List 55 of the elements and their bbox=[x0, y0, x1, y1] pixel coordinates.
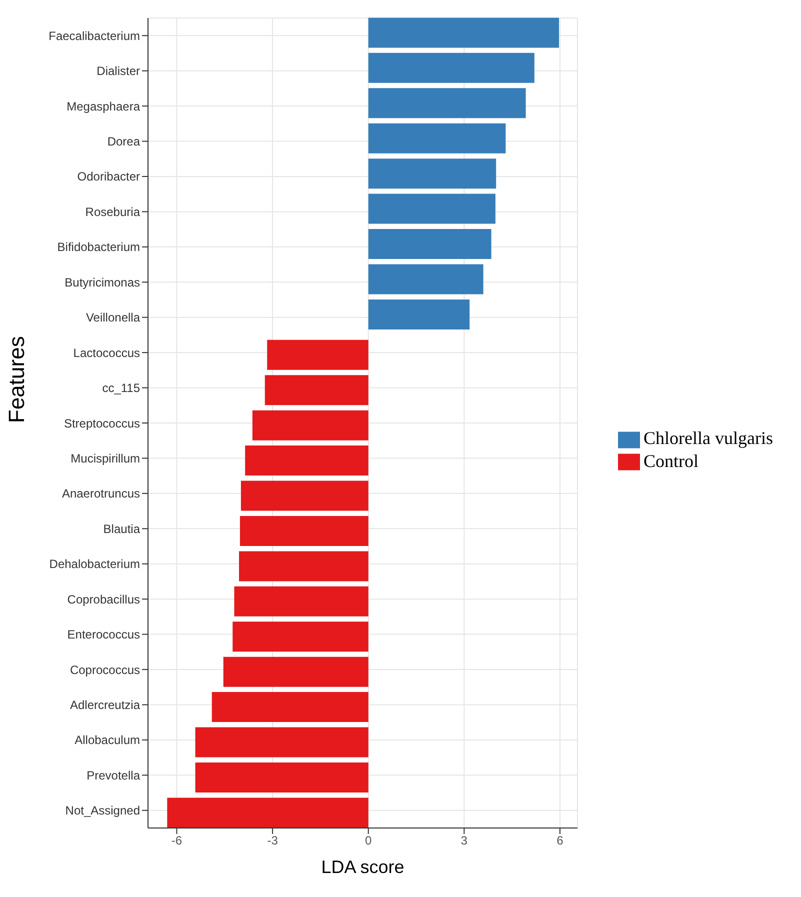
y-tick-label: Butyricimonas bbox=[64, 275, 140, 290]
x-tick-label: 0 bbox=[365, 834, 372, 848]
bar bbox=[195, 762, 368, 792]
bar bbox=[195, 727, 368, 758]
bar bbox=[212, 692, 368, 722]
bar bbox=[232, 622, 368, 652]
y-tick-label: Anaerotruncus bbox=[62, 486, 140, 501]
bar bbox=[240, 480, 368, 511]
y-tick-label: Allobaculum bbox=[74, 733, 140, 748]
bar bbox=[245, 446, 368, 476]
bar bbox=[167, 798, 368, 828]
x-tick-label: 6 bbox=[556, 834, 564, 848]
bar bbox=[264, 375, 368, 406]
y-tick-label: Lactococcus bbox=[73, 346, 140, 360]
y-tick-label: Adlercreutzia bbox=[70, 698, 140, 712]
y-tick-label: Faecalibacterium bbox=[48, 28, 140, 43]
bar bbox=[368, 158, 496, 189]
y-tick-label: Dorea bbox=[107, 134, 140, 149]
y-tick-label: Mucispirillum bbox=[70, 451, 140, 466]
y-tick-label: Blautia bbox=[103, 522, 140, 536]
y-tick-label: Bifidobacterium bbox=[57, 240, 140, 254]
x-tick-label: -6 bbox=[171, 834, 182, 848]
bar bbox=[240, 516, 368, 546]
x-axis-title: LDA score bbox=[321, 857, 404, 877]
bar bbox=[368, 264, 484, 294]
y-tick-label: Not_Assigned bbox=[65, 804, 140, 818]
legend-label: Control bbox=[644, 450, 699, 470]
y-tick-label: Coprococcus bbox=[70, 662, 140, 677]
bar bbox=[368, 18, 559, 48]
x-tick-label: -3 bbox=[267, 834, 278, 848]
legend-label: Chlorella vulgaris bbox=[644, 428, 773, 448]
y-tick-label: Megasphaera bbox=[66, 99, 140, 114]
bar bbox=[234, 586, 368, 616]
y-tick-label: Enterococcus bbox=[67, 628, 140, 642]
bar bbox=[223, 656, 368, 687]
bar bbox=[239, 551, 368, 582]
y-tick-label: Roseburia bbox=[85, 204, 140, 219]
y-axis-title: Features bbox=[4, 336, 29, 423]
y-tick-label: Prevotella bbox=[86, 768, 140, 782]
y-tick-label: Odoribacter bbox=[77, 170, 140, 184]
bar bbox=[267, 340, 368, 370]
y-tick-label: Dialister bbox=[96, 64, 140, 78]
y-tick-label: Coprobacillus bbox=[67, 592, 140, 606]
y-tick-label: Dehalobacterium bbox=[49, 557, 140, 572]
bar bbox=[368, 52, 534, 83]
bar bbox=[368, 123, 506, 154]
y-tick-label: Streptococcus bbox=[64, 416, 140, 430]
bar bbox=[368, 194, 496, 224]
y-tick-label: cc_115 bbox=[102, 381, 140, 396]
bar bbox=[368, 299, 470, 330]
y-tick-label: Veillonella bbox=[86, 310, 140, 325]
x-tick-label: 3 bbox=[460, 834, 468, 848]
bar bbox=[252, 410, 368, 440]
bar bbox=[368, 88, 526, 118]
bar bbox=[368, 229, 492, 260]
